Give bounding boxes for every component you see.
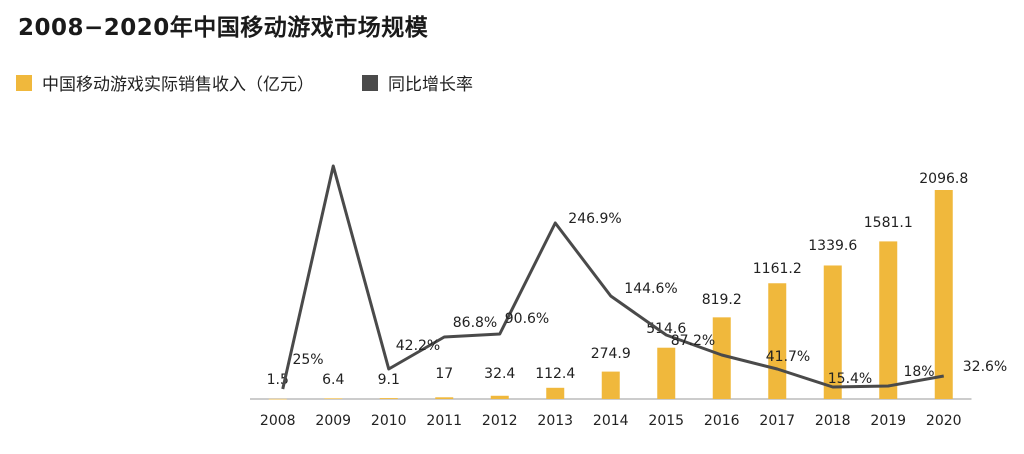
x-tick-2015: 2015 [648,413,684,429]
legend-label-revenue: 中国移动游戏实际销售收入（亿元） [42,75,314,95]
bar-label-2019: 1581.1 [864,215,913,231]
bar-label-2014: 274.9 [591,346,631,362]
growth-label-2013: 246.9% [568,211,621,227]
bar-2018 [823,265,842,399]
bar-2015 [657,347,676,399]
bar-2020 [934,190,953,399]
x-tick-2010: 2010 [371,413,407,429]
bar-2016 [712,317,731,399]
bar-2012 [490,395,509,399]
x-tick-2009: 2009 [315,413,351,429]
x-tick-2018: 2018 [815,413,851,429]
bar-2008 [268,398,287,400]
bar-label-2013: 112.4 [535,366,575,382]
x-tick-2020: 2020 [926,413,962,429]
legend: 中国移动游戏实际销售收入（亿元） 同比增长率 [16,70,521,95]
bar-2009 [324,398,343,399]
x-tick-2019: 2019 [870,413,906,429]
x-tick-2012: 2012 [482,413,518,429]
x-tick-2011: 2011 [426,413,462,429]
legend-label-growth: 同比增长率 [388,75,473,95]
bar-label-2010: 9.1 [378,372,400,388]
x-tick-2013: 2013 [537,413,573,429]
growth-line [281,164,945,390]
growth-label-2015: 87.2% [671,333,715,349]
bar-2011 [435,397,454,399]
bar-label-2018: 1339.6 [808,238,857,254]
bar-2010 [379,398,398,399]
x-tick-2017: 2017 [759,413,795,429]
bar-label-2012: 32.4 [484,366,515,382]
bar-2019 [879,241,898,399]
bar-2014 [601,371,620,399]
growth-label-2011: 86.8% [453,315,497,331]
bar-label-2016: 819.2 [702,292,742,308]
bar-label-2017: 1161.2 [753,261,802,277]
x-tick-2008: 2008 [260,413,296,429]
growth-label-2018: 18% [903,364,934,380]
legend-swatch-growth [362,74,378,91]
legend-swatch-revenue [16,74,32,91]
growth-label-2009: 25% [292,352,323,368]
bar-label-2020: 2096.8 [919,171,968,187]
growth-label-2019: 32.6% [963,359,1007,375]
bar-label-2015: 514.6 [646,321,686,337]
bar-2013 [546,387,565,399]
growth-label-2012: 90.6% [505,311,549,327]
chart-title: 2008−2020年中国移动游戏市场规模 [18,15,429,41]
growth-label-2014: 144.6% [624,281,677,297]
x-tick-2016: 2016 [704,413,740,429]
bar-label-2009: 6.4 [322,372,344,388]
bar-label-2011: 17 [435,366,453,382]
growth-label-2016: 41.7% [766,349,810,365]
legend-item-revenue: 中国移动游戏实际销售收入（亿元） [16,70,314,95]
bar-2017 [768,283,787,399]
legend-item-growth: 同比增长率 [362,70,473,95]
x-tick-2014: 2014 [593,413,629,429]
growth-label-2017: 15.4% [828,371,872,387]
growth-label-2010: 42.2% [396,338,440,354]
